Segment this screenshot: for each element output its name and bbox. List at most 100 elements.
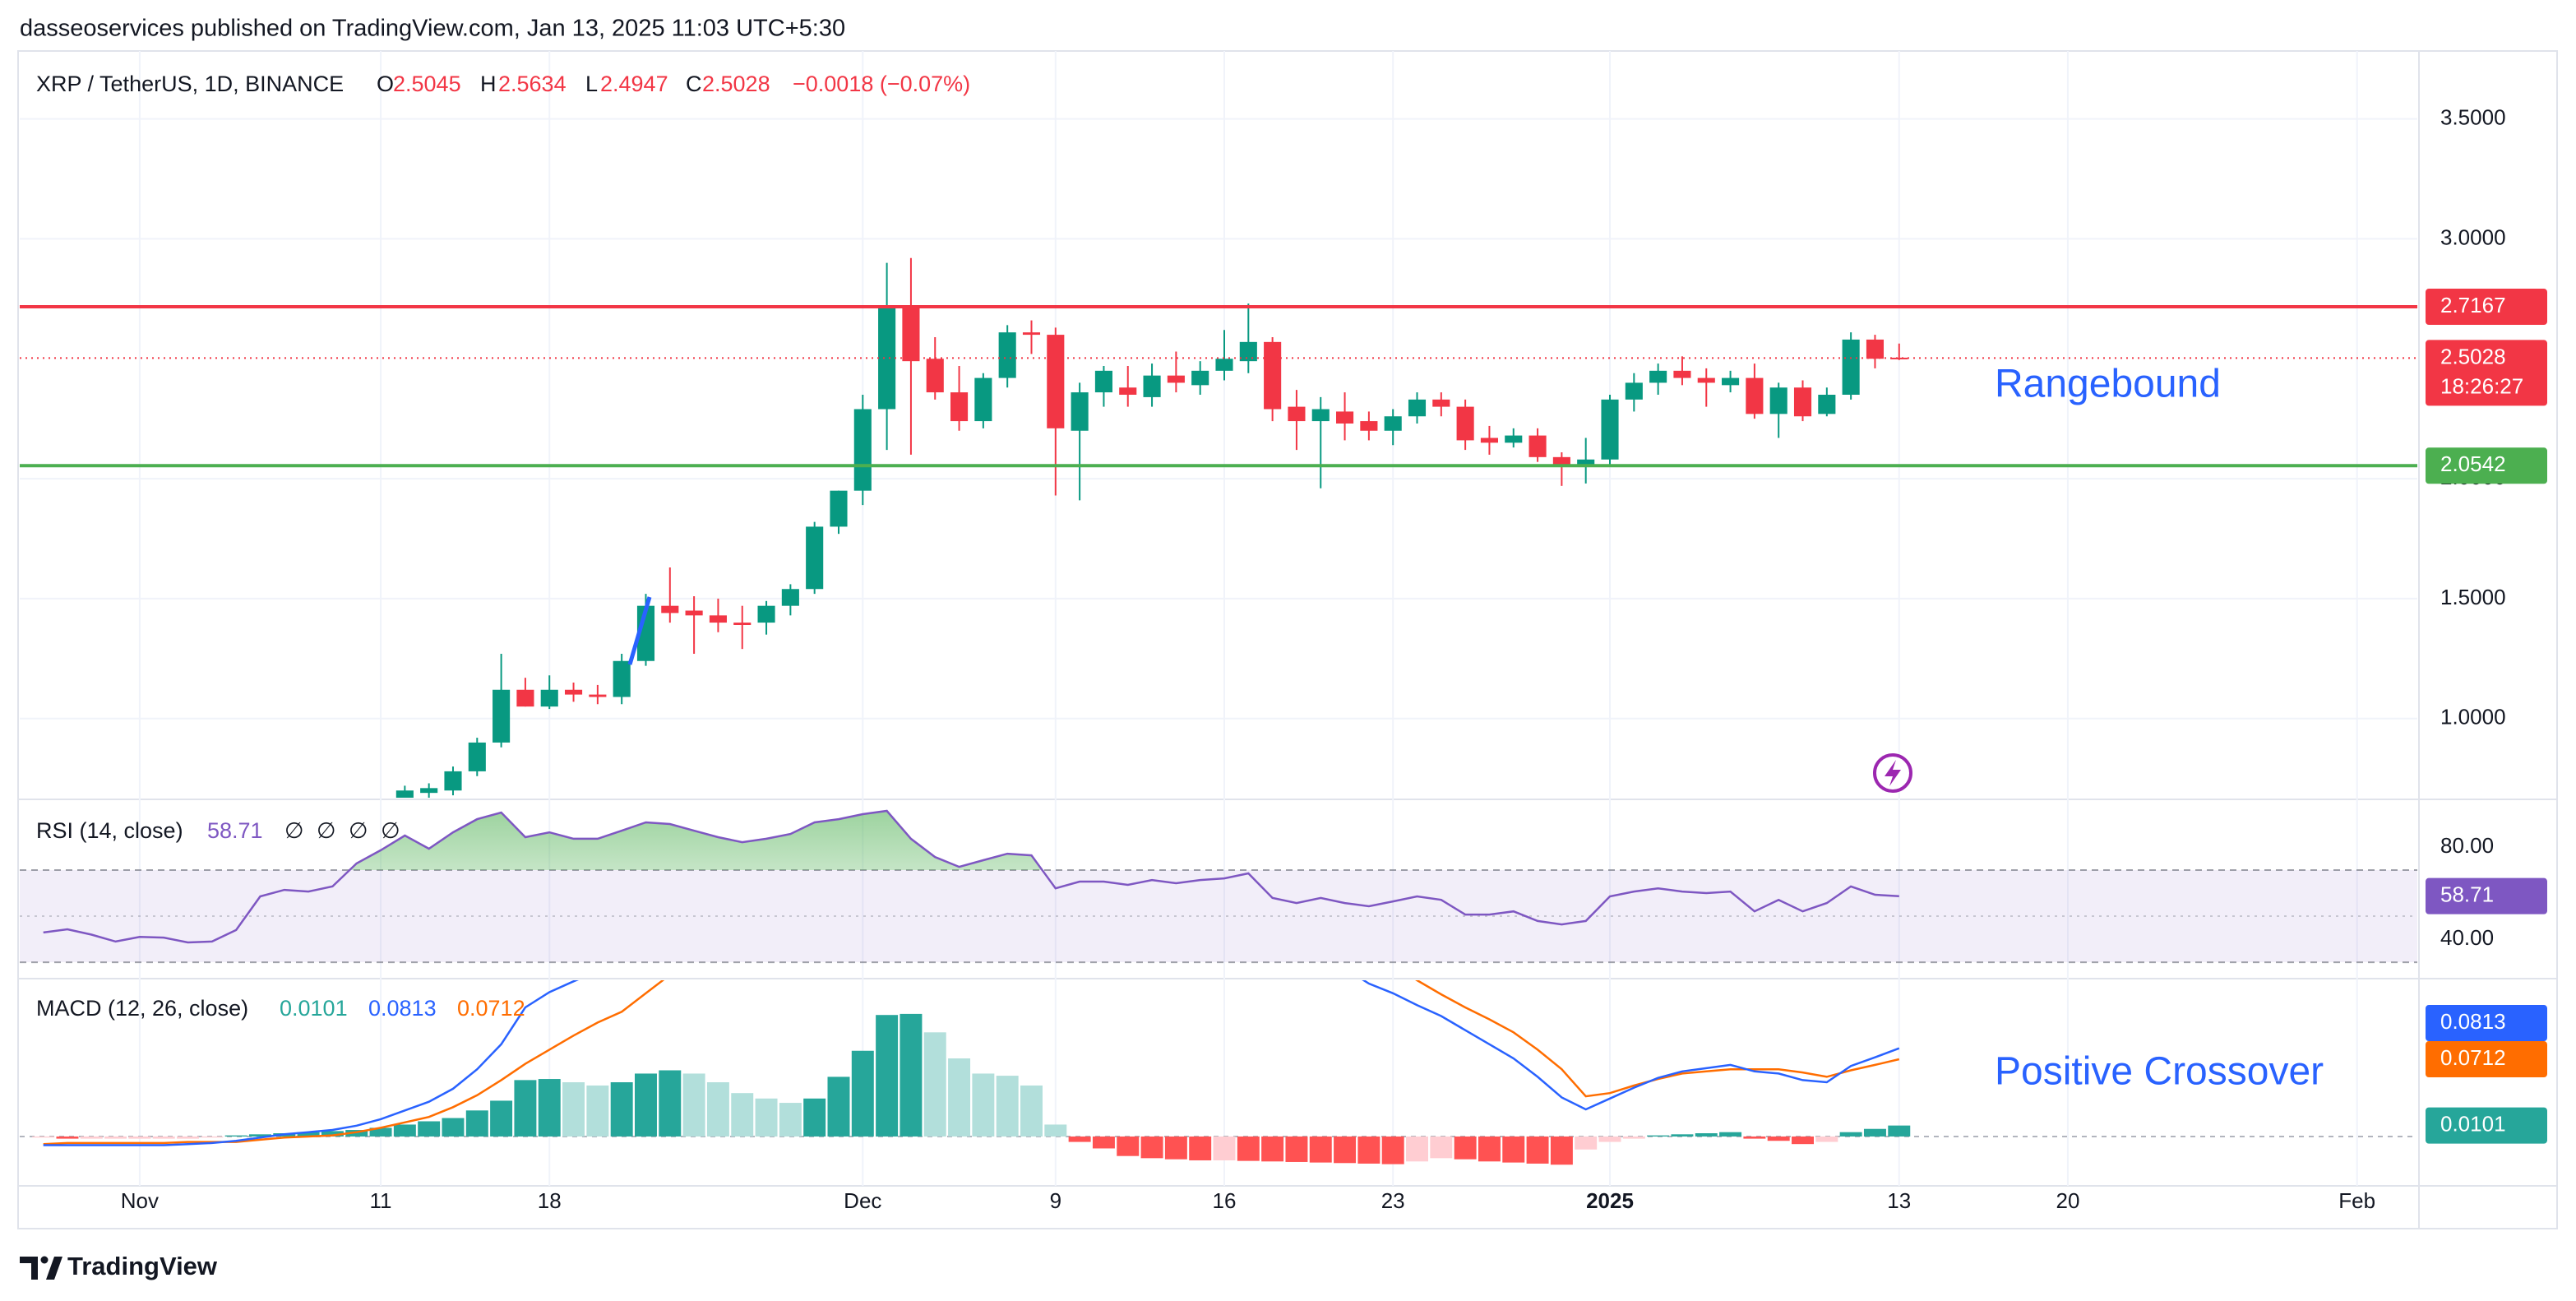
brand-logo: TradingView: [20, 1252, 218, 1280]
y-tick-label: 80.00: [2440, 833, 2494, 858]
alert-bolt[interactable]: [1885, 760, 1901, 786]
candle-body: [757, 605, 775, 623]
annotation-text: Positive Crossover: [1995, 1050, 2324, 1094]
histogram-bar: [1068, 1136, 1091, 1142]
histogram-bar: [586, 1085, 609, 1137]
logo-dot: [40, 1256, 49, 1264]
histogram-bar: [104, 1136, 127, 1139]
last-price-label: 2.5028: [2440, 344, 2506, 368]
histogram-bar: [177, 1136, 200, 1139]
rsi-value-label-bg: [2426, 877, 2547, 914]
ohlc-label: C: [686, 72, 702, 96]
candle-body: [1552, 456, 1570, 467]
histogram-bar: [682, 1073, 705, 1137]
candle-body: [1722, 377, 1740, 386]
histogram-bar: [1357, 1136, 1380, 1164]
x-tick-label: 11: [370, 1188, 392, 1213]
rsi-placeholders: ∅ ∅ ∅ ∅: [284, 818, 404, 843]
x-tick-label: Nov: [121, 1188, 159, 1213]
histogram-bar: [1792, 1136, 1814, 1145]
histogram-bar: [321, 1131, 344, 1137]
histogram-bar: [1381, 1136, 1404, 1164]
rsi-pane: [20, 809, 2417, 964]
publisher-line: dasseoservices published on TradingView.…: [20, 16, 845, 42]
histogram-bar: [1309, 1136, 1332, 1163]
histogram-bar: [1044, 1124, 1067, 1137]
histogram-value-label: 0.0101: [2440, 1112, 2506, 1137]
signal-value: 0.0712: [457, 996, 525, 1021]
histogram-bar: [1888, 1125, 1911, 1137]
histogram-bar: [224, 1135, 247, 1137]
candle-body: [1288, 406, 1306, 422]
y-tick-label: 1.0000: [2440, 705, 2506, 729]
candle-body: [444, 771, 462, 791]
histogram-value-label-bg: [2426, 1107, 2547, 1144]
histogram-bar: [1647, 1135, 1670, 1137]
histogram-bar: [1671, 1134, 1694, 1137]
histogram-bar: [1020, 1085, 1043, 1137]
x-tick-label: 9: [1050, 1188, 1061, 1213]
candle-body: [1047, 335, 1065, 428]
histogram-bar: [80, 1136, 103, 1139]
alert-icon[interactable]: [1873, 753, 1912, 793]
trend-line-drawing: [627, 596, 652, 665]
histogram-bar: [1140, 1136, 1163, 1159]
signal-line: [43, 980, 1900, 1146]
signal-value-label-bg: [2426, 1041, 2547, 1078]
histogram-bar: [610, 1082, 633, 1137]
histogram-bar: [1092, 1136, 1115, 1149]
candle-body: [1360, 421, 1378, 431]
macd-pane: [20, 980, 2417, 1165]
histogram-bar: [1502, 1136, 1525, 1163]
candle-body: [564, 689, 583, 695]
histogram-bar: [442, 1118, 465, 1137]
signal-value-label: 0.0712: [2440, 1045, 2506, 1070]
histogram-bar: [1695, 1133, 1718, 1137]
histogram-bar: [972, 1073, 995, 1137]
candle-body: [1818, 395, 1836, 414]
candle-body: [733, 623, 752, 625]
histogram-bar: [1839, 1132, 1862, 1137]
rsi-title: RSI (14, close): [36, 818, 183, 843]
ohlc-label: O: [377, 72, 394, 96]
candle-body: [830, 490, 848, 527]
histogram-bar: [1767, 1136, 1790, 1141]
histogram-bar: [1213, 1136, 1236, 1160]
candle-body: [1480, 438, 1498, 443]
candle-body: [1649, 370, 1667, 383]
brand-name: TradingView: [67, 1252, 218, 1280]
candle-body: [1432, 399, 1450, 407]
candle-body: [974, 377, 992, 422]
candle-body: [1071, 392, 1089, 431]
price-pane: [20, 257, 2417, 798]
symbol-title: XRP / TetherUS, 1D, BINANCE: [36, 72, 344, 96]
histogram-value: 0.0101: [280, 996, 348, 1021]
candle-body: [950, 392, 969, 422]
level-label-bg: [2426, 289, 2547, 326]
grid: [20, 51, 2417, 1186]
candle-body: [926, 359, 944, 393]
x-tick-label: 13: [1887, 1188, 1911, 1213]
x-tick-label: 23: [1381, 1188, 1405, 1213]
candle-body: [1866, 339, 1885, 359]
rsi-band-fill: [20, 870, 2417, 963]
candle-body: [685, 610, 703, 616]
x-tick-label: 2025: [1586, 1188, 1634, 1213]
histogram-bar: [1478, 1136, 1501, 1162]
candle-body: [1094, 370, 1112, 393]
candle-body: [1119, 387, 1137, 395]
logo-mark: [46, 1257, 62, 1280]
histogram-bar: [923, 1032, 946, 1137]
macd-value: 0.0813: [368, 996, 437, 1021]
rsi-overbought-fill: [43, 811, 1899, 871]
histogram-bar: [827, 1076, 850, 1137]
y-tick-label: 1.5000: [2440, 585, 2506, 609]
candle-body: [468, 742, 486, 771]
candle-body: [395, 790, 414, 798]
candle-body: [1842, 339, 1860, 395]
ohlc-value: 2.5634: [498, 72, 567, 96]
x-tick-label: Dec: [844, 1188, 881, 1213]
histogram-bar: [1189, 1136, 1212, 1160]
candle-body: [1456, 406, 1474, 441]
histogram-bar: [1285, 1136, 1308, 1162]
